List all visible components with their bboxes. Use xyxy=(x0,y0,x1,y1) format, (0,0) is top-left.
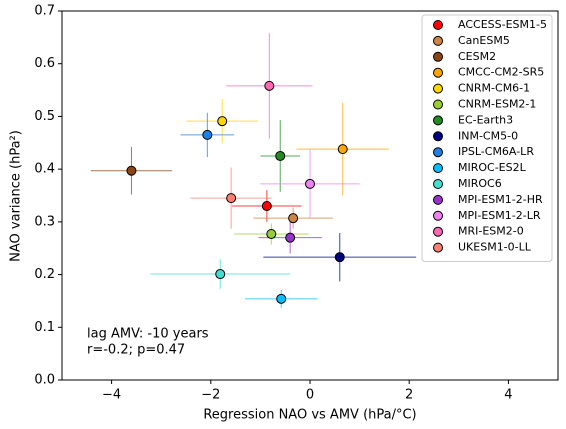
x-tick-label: 2 xyxy=(405,388,413,403)
x-tick-label: 0 xyxy=(306,388,314,403)
legend-marker xyxy=(433,67,443,78)
legend-marker xyxy=(433,210,443,221)
point xyxy=(334,252,345,263)
point xyxy=(276,293,287,304)
legend-label: CanESM5 xyxy=(458,34,510,47)
legend-box xyxy=(421,14,553,262)
legend-label: MIROC6 xyxy=(458,177,502,190)
point xyxy=(202,129,213,140)
y-tick-label: 0.2 xyxy=(34,267,55,282)
legend-label: CNRM-CM6-1 xyxy=(458,82,530,95)
legend-label: IPSL-CM6A-LR xyxy=(458,145,534,158)
y-tick-label: 0.4 xyxy=(34,162,55,177)
y-tick-label: 0.6 xyxy=(34,56,55,71)
y-tick-label: 0.0 xyxy=(34,373,55,388)
plot-frame xyxy=(61,10,559,381)
legend-label: INM-CM5-0 xyxy=(458,129,518,142)
legend-marker xyxy=(433,194,443,205)
legend-marker xyxy=(433,51,443,62)
y-axis-label: NAO variance (hPa²) xyxy=(9,130,24,262)
legend-marker xyxy=(433,115,443,126)
legend-label: MRI-ESM2-0 xyxy=(458,225,524,238)
annotation: r=-0.2; p=0.47 xyxy=(87,343,185,358)
x-axis-label: Regression NAO vs AMV (hPa/°C) xyxy=(203,408,416,423)
point xyxy=(226,193,237,204)
y-tick-label: 0.3 xyxy=(34,214,55,229)
point xyxy=(337,144,348,155)
y-tick-label: 0.7 xyxy=(34,4,55,19)
legend-marker xyxy=(433,179,443,189)
legend-marker xyxy=(433,35,443,46)
point xyxy=(126,165,137,176)
x-tick-label: 4 xyxy=(504,388,512,403)
legend-marker xyxy=(433,20,443,30)
legend-label: UKESM1-0-LL xyxy=(458,241,532,254)
legend-label: CESM2 xyxy=(458,50,496,63)
legend-marker xyxy=(433,242,443,253)
point xyxy=(285,232,296,243)
legend-marker xyxy=(433,163,443,174)
point xyxy=(261,201,272,212)
point xyxy=(305,178,315,189)
point xyxy=(264,80,275,91)
legend-label: CMCC-CM2-SR5 xyxy=(458,66,544,79)
legend-label: ACCESS-ESM1-5 xyxy=(458,18,547,31)
legend-label: MIROC-ES2L xyxy=(458,161,527,174)
legend-marker xyxy=(433,99,443,110)
legend-marker xyxy=(433,147,443,158)
y-tick-label: 0.5 xyxy=(34,109,55,124)
legend-label: MPI-ESM1-2-HR xyxy=(458,193,543,206)
legend-label: EC-Earth3 xyxy=(458,113,513,126)
point xyxy=(215,269,226,280)
point xyxy=(217,116,228,127)
legend: ACCESS-ESM1-5 CanESM5 CESM2 CMCC-CM2-SR5 CNR… xyxy=(421,14,553,262)
point xyxy=(288,213,299,224)
point xyxy=(275,150,286,161)
point xyxy=(266,228,277,239)
annotation: lag AMV: -10 years xyxy=(87,327,209,342)
legend-marker xyxy=(433,83,443,94)
legend-label: CNRM-ESM2-1 xyxy=(458,98,536,111)
x-tick-label: −2 xyxy=(201,388,220,403)
x-tick-label: −4 xyxy=(102,388,121,403)
y-tick-label: 0.1 xyxy=(34,320,55,335)
legend-marker xyxy=(433,131,443,142)
legend-marker xyxy=(433,226,443,237)
legend-label: MPI-ESM1-2-LR xyxy=(458,209,541,222)
